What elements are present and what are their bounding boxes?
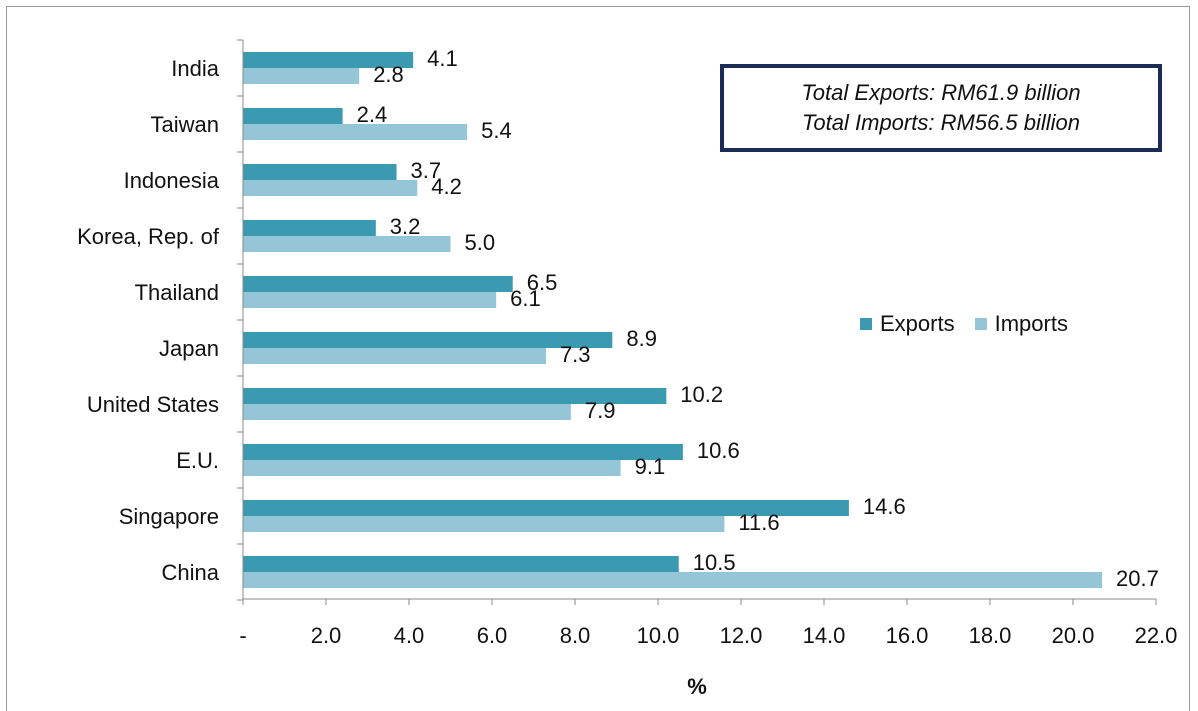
bar-exports: [243, 332, 613, 348]
category-label: Thailand: [135, 280, 219, 305]
bar-imports: [243, 572, 1103, 588]
x-tick-label: 12.0: [720, 623, 763, 648]
data-label-imports: 20.7: [1116, 566, 1159, 591]
legend-item-exports: Exports: [860, 311, 955, 337]
data-label-imports: 5.4: [481, 118, 512, 143]
legend: Exports Imports: [860, 311, 1088, 337]
category-label: Taiwan: [151, 112, 219, 137]
x-tick-label: 22.0: [1135, 623, 1178, 648]
axes-layer: [237, 39, 1157, 605]
category-label: China: [162, 560, 220, 585]
data-label-imports: 11.6: [738, 510, 779, 535]
x-tick-label: 20.0: [1052, 623, 1095, 648]
bar-exports: [243, 276, 513, 292]
x-tick-label: 16.0: [886, 623, 929, 648]
data-label-imports: 9.1: [635, 454, 666, 479]
bar-exports: [243, 164, 397, 180]
bar-imports: [243, 292, 497, 308]
data-label-exports: 10.5: [693, 550, 736, 575]
labels-layer: India 4.1 2.8 Taiwan 2.4 5.4 Indonesia 3.74.2 Ko…: [77, 46, 1177, 648]
bar-exports: [243, 52, 414, 68]
x-axis-title: %: [687, 674, 707, 699]
bar-imports: [243, 404, 571, 420]
data-label-imports: 6.1: [510, 286, 541, 311]
category-label: India: [171, 56, 219, 81]
bar-imports: [243, 68, 360, 84]
total-exports-text: Total Exports: RM61.9 billion: [801, 80, 1081, 105]
bar-exports: [243, 500, 849, 516]
category-label: Indonesia: [124, 168, 220, 193]
bars-layer: [243, 52, 1103, 588]
category-label: Korea, Rep. of: [77, 224, 220, 249]
bar-imports: [243, 460, 621, 476]
x-tick-label: 6.0: [477, 623, 508, 648]
data-label-imports: 7.3: [560, 342, 591, 367]
bar-exports: [243, 556, 679, 572]
data-label-exports: 2.4: [357, 102, 388, 127]
data-label-exports: 3.2: [390, 214, 421, 239]
data-label-exports: 3.7: [411, 158, 442, 183]
totals-annotation: Total Exports: RM61.9 billion Total Impo…: [720, 64, 1162, 152]
data-label-exports: 6.5: [527, 270, 558, 295]
bar-exports: [243, 220, 376, 236]
data-label-imports: 2.8: [373, 62, 404, 87]
x-tick-label: 10.0: [637, 623, 680, 648]
bar-exports: [243, 388, 667, 404]
bar-imports: [243, 516, 725, 532]
x-tick-label: 14.0: [803, 623, 846, 648]
x-tick-label: 4.0: [394, 623, 425, 648]
bar-imports: [243, 124, 468, 140]
x-tick-label: -: [239, 623, 246, 648]
bar-exports: [243, 108, 343, 124]
x-tick-label: 18.0: [969, 623, 1012, 648]
data-label-imports: 5.0: [465, 230, 496, 255]
bar-exports: [243, 444, 683, 460]
bar-imports: [243, 180, 418, 196]
data-label-exports: 8.9: [626, 326, 657, 351]
data-label-exports: 14.6: [863, 494, 906, 519]
legend-label-imports: Imports: [994, 311, 1068, 336]
category-label: Japan: [159, 336, 219, 361]
category-label: Singapore: [119, 504, 219, 529]
chart-frame: [6, 6, 1190, 711]
legend-swatch-exports: [860, 318, 872, 330]
data-label-imports: 4.2: [431, 174, 462, 199]
data-label-exports: 4.1: [427, 46, 458, 71]
category-label: E.U.: [176, 448, 219, 473]
data-label-exports: 10.2: [680, 382, 723, 407]
x-tick-label: 8.0: [560, 623, 591, 648]
legend-swatch-imports: [974, 318, 987, 330]
category-label: United States: [87, 392, 219, 417]
total-imports-text: Total Imports: RM56.5 billion: [802, 110, 1080, 135]
data-label-imports: 7.9: [585, 398, 616, 423]
x-tick-label: 2.0: [311, 623, 342, 648]
legend-item-imports: Imports: [974, 311, 1068, 337]
bar-imports: [243, 236, 451, 252]
legend-label-exports: Exports: [880, 311, 955, 336]
data-label-exports: 10.6: [697, 438, 740, 463]
bar-imports: [243, 348, 546, 364]
